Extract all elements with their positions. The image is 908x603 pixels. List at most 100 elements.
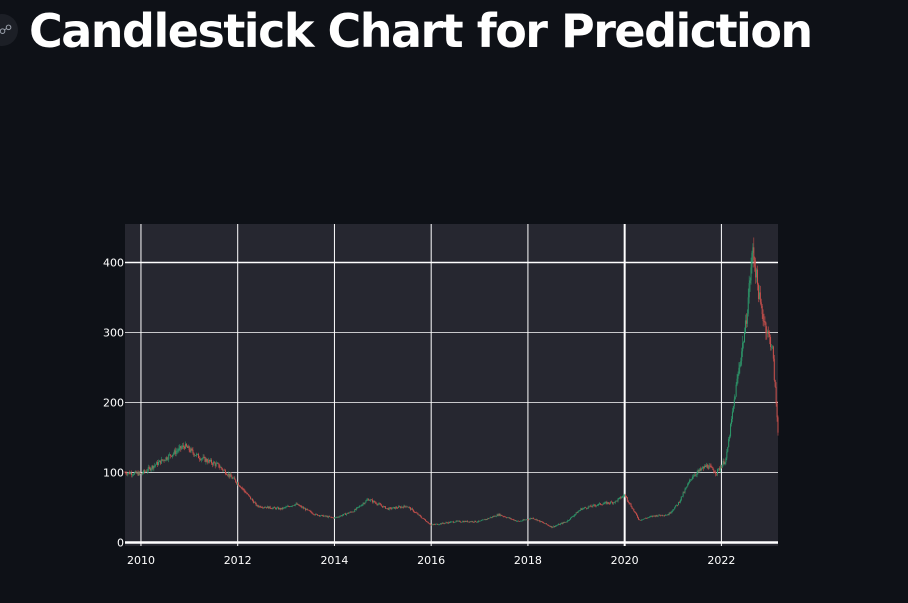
candle-body	[622, 495, 624, 498]
candle-body	[719, 467, 721, 470]
candle-body	[490, 517, 492, 518]
candle-body	[389, 507, 391, 509]
candle-body	[293, 505, 295, 507]
candle-body	[708, 465, 710, 469]
candle-body	[406, 506, 408, 508]
candle-body	[546, 524, 548, 525]
candle-body	[758, 292, 760, 299]
candle-body	[707, 467, 709, 469]
candle-body	[761, 305, 763, 315]
candle-body	[590, 505, 592, 507]
x-tick-label: 2020	[611, 554, 639, 567]
candle-body	[232, 478, 234, 479]
candle-body	[551, 526, 553, 528]
candle-body	[640, 519, 642, 521]
candle-body	[456, 520, 458, 522]
candle-body	[637, 517, 639, 520]
candle-body	[458, 520, 460, 522]
candle-body	[654, 515, 656, 517]
candle-body	[575, 512, 577, 515]
candle-body	[737, 374, 739, 379]
candle-body	[624, 495, 626, 497]
candle-body	[166, 457, 168, 460]
x-tick-label: 2014	[320, 554, 348, 567]
candle-body	[390, 507, 392, 509]
candle-body	[282, 507, 284, 509]
candle-body	[425, 520, 427, 522]
candle-body	[272, 507, 274, 509]
candle-body	[245, 492, 247, 494]
candle-body	[762, 314, 764, 322]
candle-body	[323, 515, 325, 517]
candle-body	[307, 509, 309, 511]
candle-body	[642, 519, 644, 520]
candle-body	[410, 507, 412, 510]
x-tick-label: 2018	[514, 554, 542, 567]
candle-body	[672, 510, 674, 511]
candle-body	[344, 513, 346, 515]
candle-body	[144, 471, 146, 472]
candle-body	[265, 507, 267, 508]
candle-body	[141, 473, 143, 474]
candle-body	[735, 384, 737, 397]
candle-body	[361, 504, 363, 506]
candle-body	[543, 522, 545, 524]
candle-body	[414, 512, 416, 513]
candle-body	[656, 515, 658, 517]
candle-body	[464, 521, 466, 522]
candle-body	[468, 521, 470, 523]
candle-body	[235, 479, 237, 483]
candle-body	[653, 515, 655, 517]
candle-body	[638, 519, 640, 521]
candle-body	[400, 506, 402, 508]
link-icon[interactable]: ☍	[0, 14, 18, 46]
candle-body	[632, 508, 634, 510]
candle-body	[703, 467, 705, 469]
candle-body	[514, 520, 516, 521]
candle-body	[413, 511, 415, 513]
candle-body	[291, 506, 293, 507]
candle-body	[125, 472, 127, 474]
candle-body	[202, 456, 204, 459]
candle-body	[140, 473, 142, 474]
candle-body	[155, 464, 157, 466]
candle-body	[420, 515, 422, 518]
candle-body	[385, 508, 387, 509]
candle-body	[494, 515, 496, 517]
y-tick-label: 400	[103, 257, 124, 270]
candle-body	[280, 507, 282, 510]
candle-body	[687, 483, 689, 487]
candle-body	[193, 452, 195, 456]
candle-body	[670, 512, 672, 514]
candle-body	[669, 512, 671, 514]
candle-body	[185, 443, 187, 447]
candle-body	[649, 516, 651, 518]
candle-body	[757, 284, 759, 299]
candle-body	[718, 468, 720, 470]
candle-body	[142, 473, 144, 474]
candle-body	[489, 517, 491, 519]
candle-body	[206, 458, 208, 462]
candle-body	[562, 522, 564, 524]
candle-body	[189, 450, 191, 452]
candle-body	[288, 506, 290, 507]
candle-body	[360, 505, 362, 507]
candle-body	[455, 520, 457, 522]
candle-body	[186, 446, 188, 448]
candle-body	[297, 504, 299, 505]
candle-body	[757, 269, 759, 285]
candle-body	[148, 467, 150, 468]
candle-body	[270, 508, 272, 509]
candle-body	[477, 520, 479, 522]
candle-body	[343, 513, 345, 516]
candle-body	[693, 475, 695, 477]
candle-body	[663, 515, 665, 517]
candle-body	[346, 512, 348, 514]
candle-body	[153, 465, 155, 469]
candle-body	[540, 521, 542, 522]
x-tick-label: 2016	[417, 554, 445, 567]
candle-body	[160, 459, 162, 464]
candle-body	[367, 499, 369, 500]
candle-body	[416, 512, 418, 514]
candle-body	[602, 503, 604, 505]
